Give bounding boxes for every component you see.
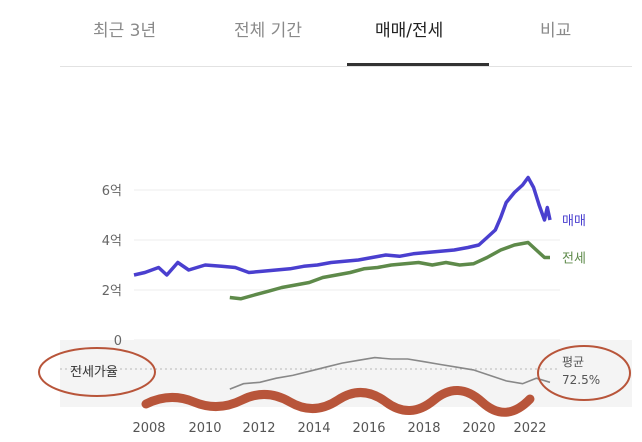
y-tick-label: 4억 (102, 234, 122, 249)
x-tick-label: 2020 (462, 421, 495, 436)
label-layer: 0 2억 4억 6억 2008 2010 2012 2014 2016 2018 2020 2022 매… (102, 184, 586, 436)
annotation-circle-ratio-label (38, 347, 156, 397)
y-tick-label: 2억 (102, 284, 122, 299)
x-tick-label: 2014 (297, 421, 330, 436)
y-tick-label: 0 (114, 334, 122, 349)
grid (134, 189, 560, 341)
tab-bar: 최근 3년 전체 기간 매매/전세 비교 (60, 0, 632, 67)
active-tab-indicator (347, 63, 489, 66)
x-tick-label: 2022 (513, 421, 546, 436)
annotation-circle-average (537, 345, 631, 401)
x-tick-label: 2010 (188, 421, 221, 436)
x-tick-label: 2008 (132, 421, 165, 436)
series-line-sale (133, 175, 552, 277)
tab-recent-3-years[interactable]: 최근 3년 (93, 21, 157, 41)
tab-all-period[interactable]: 전체 기간 (234, 21, 302, 41)
series-layer (133, 175, 552, 390)
ratio-average-label: 평균 (562, 355, 584, 369)
series-line-lease (229, 240, 550, 301)
x-tick-label: 2012 (242, 421, 275, 436)
ratio-average-value: 72.5% (562, 373, 600, 387)
x-tick-label: 2018 (407, 421, 440, 436)
legend-label-sale: 매매 (562, 214, 586, 229)
annotation-squiggle (141, 386, 535, 417)
tab-compare[interactable]: 비교 (540, 21, 572, 41)
legend-label-lease: 전세 (562, 252, 586, 267)
y-tick-label: 6억 (102, 184, 122, 199)
ratio-label: 전세가율 (70, 365, 118, 380)
ratio-line (229, 356, 551, 390)
tab-sale-lease[interactable]: 매매/전세 (375, 21, 444, 41)
x-tick-label: 2016 (352, 421, 385, 436)
